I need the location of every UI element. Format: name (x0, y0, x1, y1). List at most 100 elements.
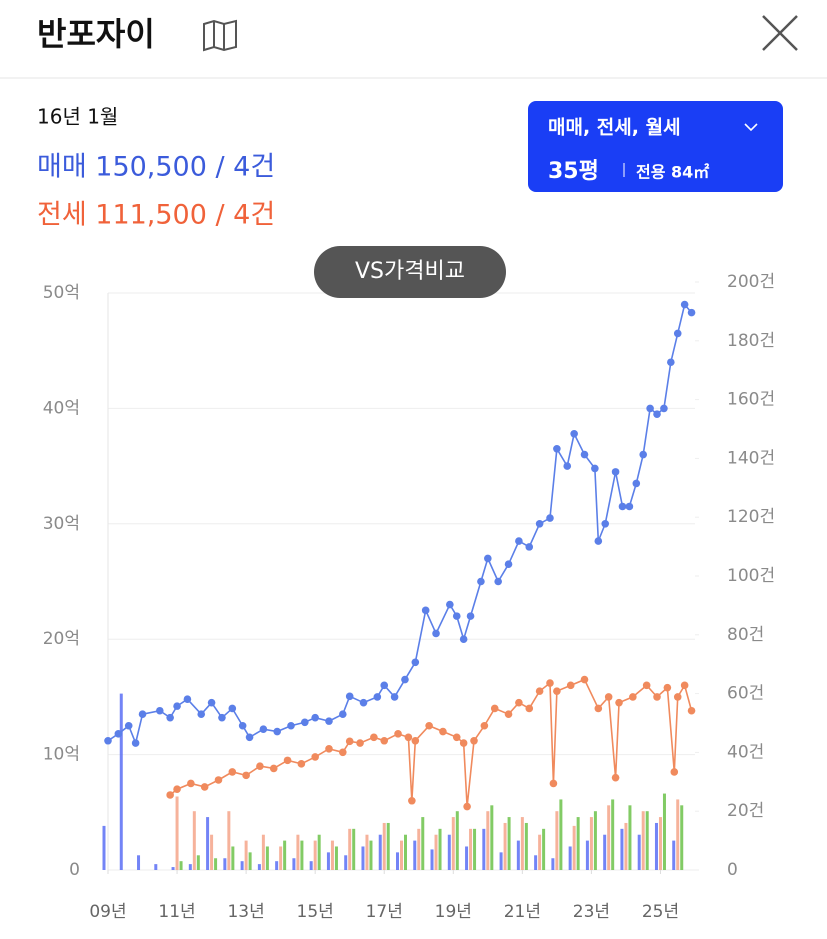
bar (455, 811, 459, 870)
point (535, 520, 544, 528)
close-button[interactable] (762, 15, 798, 51)
compare-button[interactable]: VS가격비교 (314, 246, 506, 298)
bar (396, 852, 399, 870)
bar (279, 846, 283, 870)
x-tick-label: 19년 (435, 902, 472, 922)
point (570, 429, 578, 438)
bar (244, 840, 248, 870)
bar (137, 855, 141, 870)
point (408, 796, 416, 805)
bar (421, 817, 425, 870)
sale-info: 매매 150,500 / 4건 (37, 152, 275, 183)
point (390, 693, 399, 701)
bar (534, 855, 538, 870)
bar (214, 858, 218, 870)
x-tick-label: 21년 (504, 902, 541, 922)
point (459, 635, 468, 643)
bar (628, 805, 632, 870)
bar (261, 834, 265, 870)
point (484, 554, 492, 563)
point (287, 721, 295, 730)
x-tick-label: 11년 (158, 902, 195, 922)
point (673, 329, 682, 338)
point (604, 693, 613, 701)
point (680, 681, 689, 690)
filter-button[interactable]: 매매, 전세, 월세 35평 전용 84㎡ (528, 101, 783, 192)
bar (192, 811, 196, 870)
bar (352, 828, 356, 870)
point (283, 756, 292, 765)
point (549, 779, 558, 788)
y2-tick-label: 60건 (727, 684, 764, 704)
point (594, 537, 603, 545)
bar (154, 864, 158, 870)
point (452, 612, 461, 620)
point (238, 721, 247, 730)
bar (102, 825, 106, 870)
bar (206, 817, 210, 870)
y2-tick-label: 200건 (727, 272, 775, 292)
x-tick-label: 13년 (227, 902, 264, 922)
map-icon[interactable] (203, 19, 237, 52)
x-tick-label: 17년 (366, 902, 403, 922)
bar (551, 858, 555, 870)
point (124, 721, 133, 730)
bar (620, 828, 624, 870)
point (642, 681, 651, 690)
x-tick-label: 09년 (89, 902, 126, 922)
bar (404, 834, 407, 870)
point (425, 721, 433, 730)
point (166, 713, 174, 722)
point (563, 462, 572, 470)
point (546, 514, 554, 522)
point (490, 704, 499, 713)
point (452, 733, 461, 742)
filter-label: 매매, 전세, 월세 (548, 117, 681, 139)
bar (231, 846, 235, 870)
point (228, 768, 237, 776)
point (273, 727, 281, 736)
point (114, 730, 123, 738)
bar (334, 846, 338, 870)
bar (300, 840, 304, 870)
point (494, 577, 502, 586)
point (470, 736, 478, 745)
y-tick-label: 40억 (43, 398, 80, 418)
point (611, 773, 620, 782)
title: 반포자이 (37, 15, 155, 53)
point (200, 783, 209, 791)
point (525, 543, 534, 551)
bar (309, 861, 313, 870)
bar (624, 822, 628, 870)
x-tick-label: 15년 (297, 902, 334, 922)
bar (676, 799, 680, 870)
point (515, 537, 523, 545)
point (104, 736, 112, 745)
point (183, 695, 192, 704)
point (373, 693, 382, 701)
bar (611, 799, 615, 870)
point (155, 706, 164, 715)
bar (473, 828, 477, 870)
y-tick-label: 10억 (43, 745, 80, 765)
point (256, 762, 264, 770)
bar (275, 861, 279, 870)
chart: 0 10억 20억 30억 40억 50억 0 20건 40건 60건 80건 100건 120건 140… (43, 272, 775, 922)
point (173, 702, 181, 710)
bar (447, 834, 451, 870)
bar (434, 834, 438, 870)
point (667, 358, 675, 367)
point (325, 745, 333, 753)
bar (292, 858, 296, 870)
point (663, 683, 672, 692)
point (325, 717, 333, 725)
bar (317, 834, 321, 870)
bar (265, 846, 269, 870)
point (673, 693, 682, 701)
bar (400, 840, 403, 870)
date: 16년 1월 (37, 105, 118, 129)
bar (257, 864, 261, 870)
bar (196, 855, 200, 870)
point (687, 308, 696, 317)
